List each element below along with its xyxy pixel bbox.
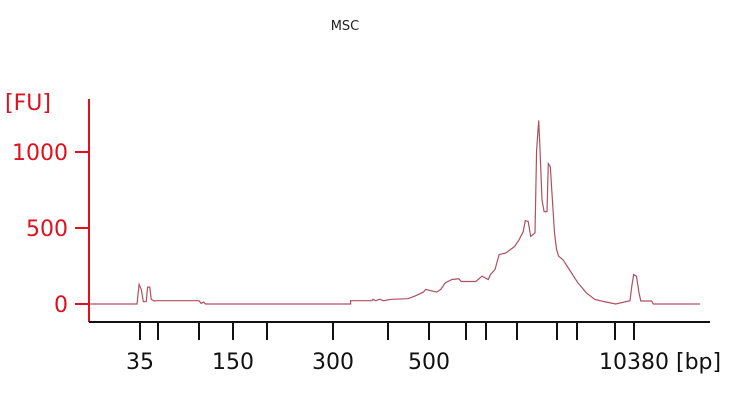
x-tick-label: 500 [408, 350, 450, 375]
x-axis: 35 150 300 500 10380 [bp] [89, 321, 721, 375]
y-tick-label: 1000 [12, 141, 68, 166]
y-axis-label: [FU] [5, 91, 51, 116]
chart-title: MSC [330, 19, 360, 34]
x-tick-label: 10380 [599, 350, 669, 375]
y-axis: 0 500 1000 [12, 99, 90, 322]
trace-layer [90, 120, 700, 305]
y-tick-label: 500 [26, 217, 68, 242]
x-axis-label: [bp] [676, 350, 721, 375]
y-tick-label: 0 [54, 293, 68, 318]
x-tick-label: 35 [126, 350, 154, 375]
x-tick-label: 150 [212, 350, 254, 375]
trace-line [90, 120, 700, 305]
x-tick-label: 300 [312, 350, 354, 375]
